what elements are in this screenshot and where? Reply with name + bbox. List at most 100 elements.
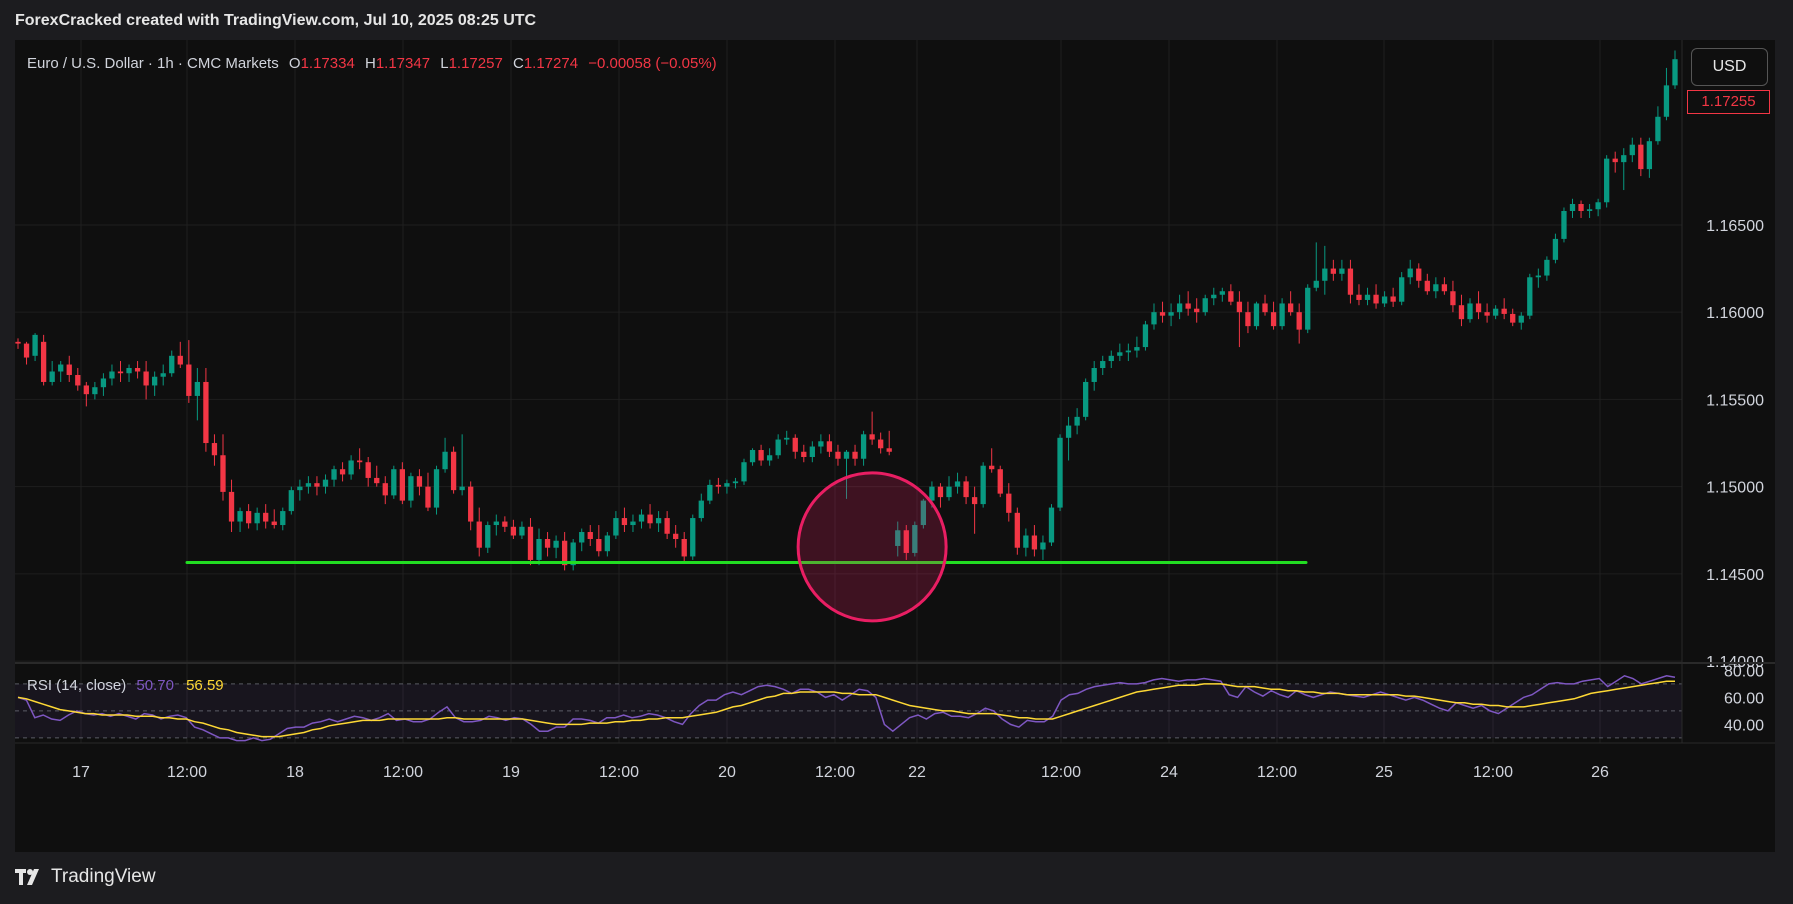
currency-button[interactable]: USD [1691,48,1768,86]
candle-body [1424,280,1430,292]
brand[interactable]: TradingView [15,866,156,888]
candle-body [963,481,969,498]
candle-body [348,460,354,475]
candle-body [1356,294,1362,300]
candle-body [177,355,183,365]
rsi-line [17,674,1676,742]
candle-body [143,371,149,386]
candle-body [1330,268,1336,274]
candle-body [860,434,867,459]
candle-body [989,465,995,470]
candle-body [237,511,243,522]
footer [0,852,1793,904]
candle-body [357,460,363,463]
candle-body [1552,238,1559,260]
time-tick-label: 12:00 [815,764,855,781]
candle-body [1595,202,1601,210]
chart-area[interactable]: 17 12:00 18 12:00 19 12:00 20 12:00 22 12:00 24 12:… [15,40,1775,852]
candle-body [544,538,551,548]
candle-body [1176,303,1183,313]
candle-body [254,512,260,524]
rsi-ma-line [17,680,1675,738]
candle-body [169,355,175,374]
candle-body [1586,209,1593,211]
candle-body [1381,296,1388,304]
candle-body [1048,507,1055,543]
title-bar: ForexCracked created with TradingView.co… [0,0,1793,42]
candle-body [1100,361,1106,369]
candle-body [1142,324,1149,348]
candle-body [1578,204,1584,211]
rsi-name: RSI (14, close) [27,677,127,694]
candle-body [724,483,730,487]
candle-body [160,373,166,377]
candle-body [732,481,739,484]
time-tick-label: 12:00 [1041,764,1081,781]
candle-body [510,526,517,536]
candle-body [818,441,824,447]
candle-body [519,526,525,536]
candle-body [630,521,636,526]
candle-body [1364,294,1371,300]
candle-body [1279,303,1285,327]
candle-body [83,385,89,395]
candle-body [775,439,781,456]
candle-body [1305,287,1311,330]
candle-body [536,538,542,560]
candle-body [1510,313,1516,323]
high-value: 1.17347 [375,55,431,72]
candle-body [245,511,252,524]
candle-body [980,465,986,505]
candle-body [1057,437,1063,508]
candle-body [971,497,978,505]
candle-body [792,437,798,452]
chart-title: ForexCracked created with TradingView.co… [15,12,537,29]
candle-body [1467,303,1473,320]
candle-body [1527,277,1533,316]
time-tick-label: 26 [1591,764,1609,781]
time-tick-label: 12:00 [1257,764,1297,781]
rsi-lines [17,674,1676,742]
low-label: L [440,55,449,72]
candle-body [1091,368,1097,382]
candle-body [1458,305,1465,320]
candle-body [297,486,303,491]
close-value: 1.17274 [523,55,579,72]
candle-body [1117,352,1123,356]
candle-body [707,484,713,501]
candle-body [741,462,747,482]
candle-body [1006,493,1012,513]
candle-body [322,479,329,487]
candle-body [314,483,320,487]
candle-body [186,364,192,396]
candle-body [1399,277,1405,302]
candle-body [1501,308,1507,314]
candle-body [1629,144,1635,156]
candle-body [271,521,277,526]
candle-body [331,469,337,480]
candle-body [843,451,850,459]
candle-body [485,525,491,548]
candle-body [1672,59,1678,86]
time-tick-label: 12:00 [383,764,423,781]
candle-body [826,441,833,452]
candle-body [117,371,124,374]
candle-body [1074,416,1080,426]
candle-body [92,387,98,395]
candle-body [1407,268,1413,278]
candle-body [912,525,918,553]
high-label: H [364,55,376,72]
candle-body [365,462,371,478]
candle-body [476,521,482,548]
candle-body [425,486,431,508]
open-label: O [288,55,301,72]
candle-body [527,526,534,560]
low-value: 1.17257 [448,55,503,72]
candle-body [690,518,696,557]
candle-body [23,343,30,358]
candle-body [895,530,901,546]
candle-body [288,490,294,512]
candle-body [1194,308,1200,313]
time-tick-label: 25 [1375,764,1393,781]
candle-body [100,378,107,388]
